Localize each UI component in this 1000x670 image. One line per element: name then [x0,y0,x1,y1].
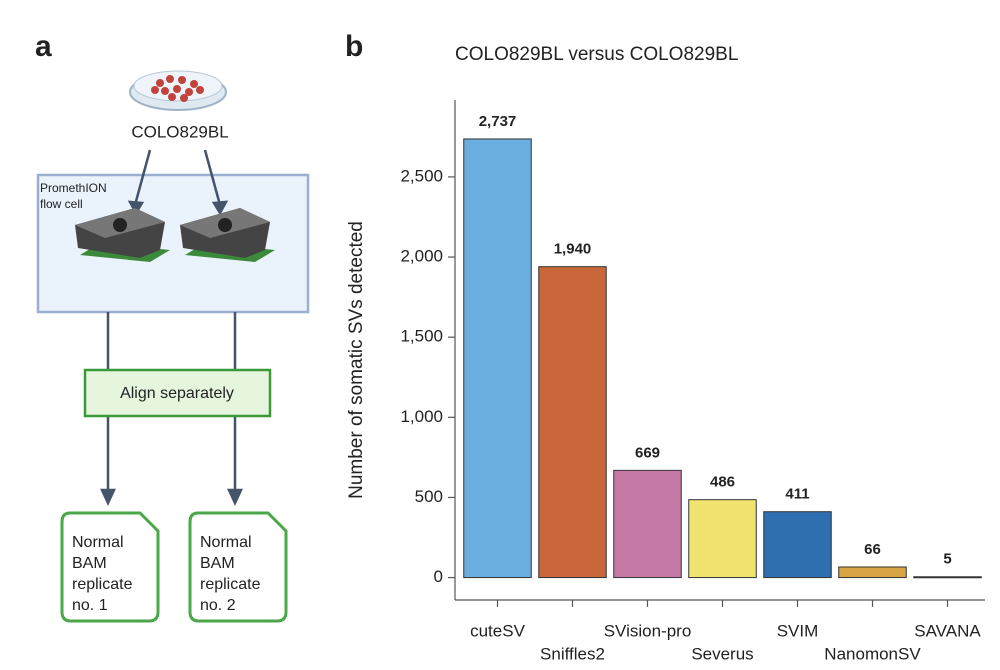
y-tick-label: 2,000 [400,247,443,266]
step-box [83,368,272,418]
y-tick-label: 0 [434,567,443,586]
bar [538,266,607,579]
bar [463,138,532,579]
bar [913,576,982,579]
doc-text: replicate [200,576,261,593]
panel-label: a [35,30,52,63]
flow-cell-label: flow cell [40,197,83,211]
document [188,511,288,623]
chart-title: COLO829BL versus COLO829BL [455,44,738,65]
doc-text: no. 2 [200,597,236,614]
doc-text: no. 1 [72,597,108,614]
value-label: 66 [864,541,881,558]
bar [688,499,757,579]
doc-text: BAM [200,555,235,572]
y-tick-label: 2,500 [400,166,443,185]
sample-label: COLO829BL [131,122,228,141]
doc-text: Normal [72,534,124,551]
bar [763,511,832,579]
flow-cell-devices [75,208,275,262]
value-label: 411 [785,486,809,503]
y-tick-label: 500 [415,487,443,506]
x-tick-label: cuteSV [470,621,525,640]
value-label: 669 [635,444,660,461]
x-tick-label: SAVANA [914,621,981,640]
y-tick-label: 1,000 [400,407,443,426]
y-tick-label: 1,500 [400,327,443,346]
doc-text: replicate [72,576,133,593]
x-tick-label: Sniffles2 [540,644,605,663]
value-label: 2,737 [479,113,517,130]
value-label: 1,940 [554,241,592,258]
petri-dish [129,70,227,111]
doc-text: Normal [200,534,252,551]
x-tick-label: NanomonSV [824,644,921,663]
value-label: 486 [710,474,735,491]
step-label: Align separately [120,385,234,402]
bar [613,469,682,579]
bar [838,566,907,579]
document [60,511,160,623]
doc-text: BAM [72,555,107,572]
flow-cell-label: PromethION [40,181,107,195]
x-tick-label: SVIM [777,621,819,640]
panel-label: b [345,30,363,63]
x-tick-label: SVision-pro [604,621,692,640]
y-axis-label: Number of somatic SVs detected [346,221,367,499]
value-label: 5 [943,551,951,568]
x-tick-label: Severus [691,644,753,663]
